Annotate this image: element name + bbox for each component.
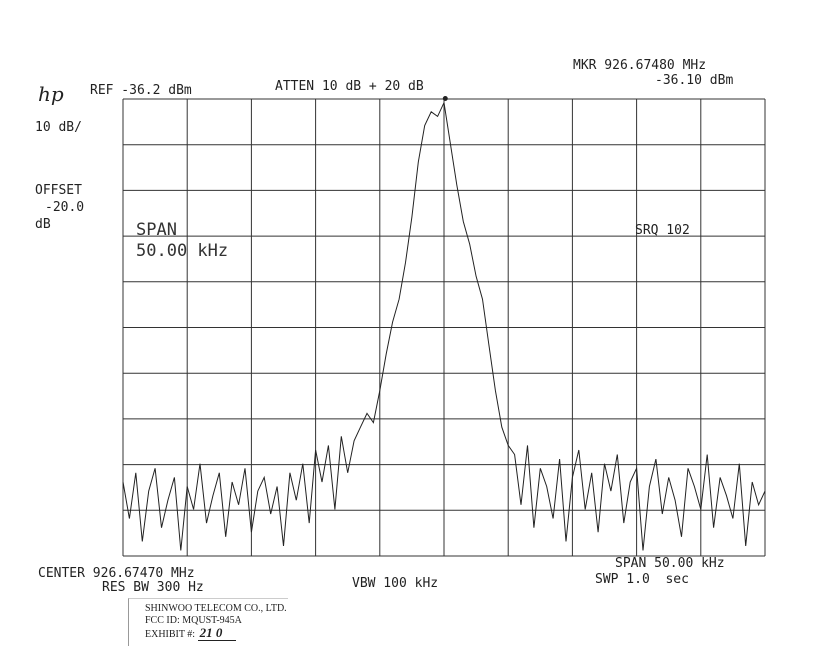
offset-unit: dB xyxy=(35,217,51,232)
fcc-id: FCC ID: MQUST-945A xyxy=(145,615,242,626)
span-value: 50.00 kHz xyxy=(136,241,229,261)
marker-dot xyxy=(442,96,448,102)
offset-value: -20.0 xyxy=(45,200,85,215)
video-bandwidth: VBW 100 kHz xyxy=(352,576,439,591)
offset-label: OFFSET xyxy=(35,183,82,198)
scale-label: 10 dB/ xyxy=(35,120,82,135)
attenuation: ATTEN 10 dB + 20 dB xyxy=(275,79,424,94)
marker-level: -36.10 dBm xyxy=(655,73,734,88)
center-frequency: CENTER 926.67470 MHz xyxy=(38,566,195,581)
srq-label: SRQ 102 xyxy=(635,223,690,238)
graticule xyxy=(122,98,766,557)
resolution-bandwidth: RES BW 300 Hz xyxy=(102,580,204,595)
sweep-time: SWP 1.0 sec xyxy=(595,572,689,587)
exhibit-stamp: SHINWOO TELECOM CO., LTD. FCC ID: MQUST-… xyxy=(128,598,288,646)
span-label: SPAN xyxy=(136,220,177,240)
ref-level: REF -36.2 dBm xyxy=(90,83,192,98)
exhibit-number: 21 0 xyxy=(197,625,237,641)
company-name: SHINWOO TELECOM CO., LTD. xyxy=(145,603,287,614)
span-footer: SPAN 50.00 kHz xyxy=(615,556,725,571)
marker-frequency: MKR 926.67480 MHz xyxy=(573,58,707,73)
trace-line xyxy=(122,101,766,551)
hp-logo: hp xyxy=(38,82,64,106)
exhibit-label: EXHIBIT #: xyxy=(145,629,196,640)
marker-point xyxy=(442,96,448,102)
